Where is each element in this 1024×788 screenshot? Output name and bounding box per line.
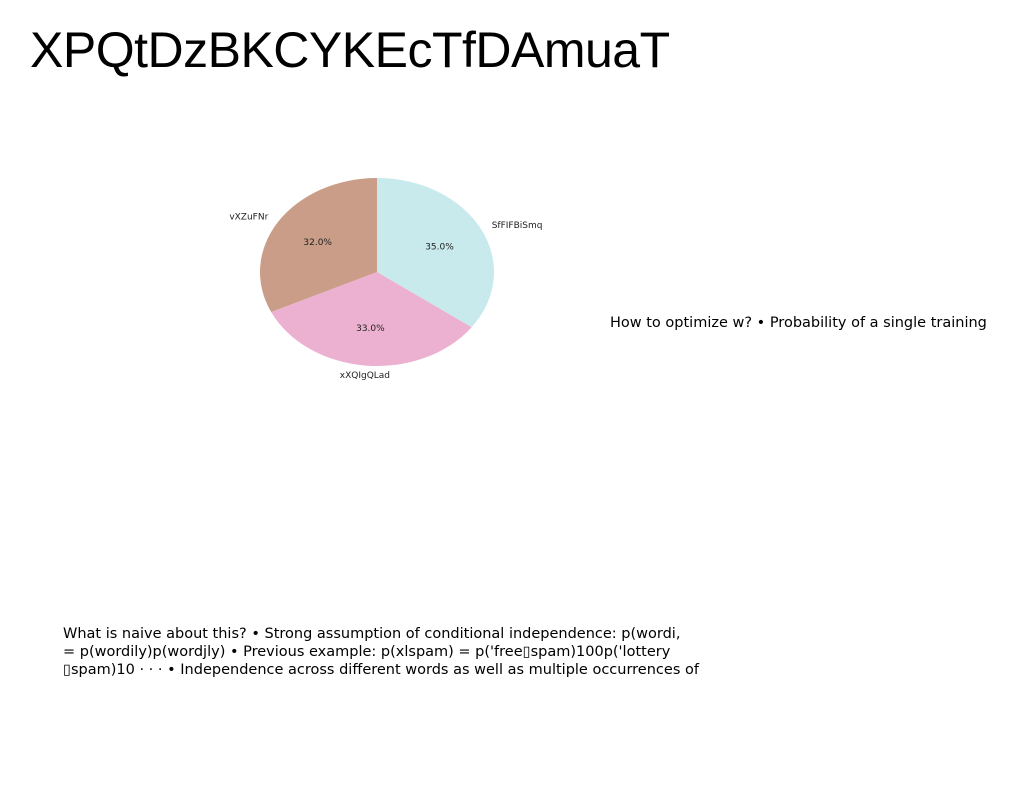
- pie-category-label-xxqigqlad: xXQIgQLad: [340, 371, 390, 381]
- body-line-2: = p(wordily)p(wordjly) • Previous exampl…: [63, 644, 671, 660]
- slide-title: XPQtDzBKCYKEcTfDAmuaT: [30, 22, 670, 78]
- pie-labels: 35.0% SfFIFBiSmq 33.0% xXQIgQLad 32.0% vXZuFN…: [229, 213, 542, 381]
- pie-chart: 35.0% SfFIFBiSmq 33.0% xXQIgQLad 32.0% vXZuFN…: [229, 178, 542, 381]
- pie-category-label-vxzufnr: vXZuFNr: [229, 213, 268, 223]
- pie-slice-xxqigqlad: [271, 272, 472, 366]
- pie-pct-label-sffifbismq: 35.0%: [425, 242, 454, 252]
- body-line-3: ▯spam)10 · · · • Independence across dif…: [63, 662, 699, 678]
- pie-category-label-sffifbismq: SfFIFBiSmq: [492, 221, 543, 231]
- body-line-1: What is naive about this? • Strong assum…: [63, 626, 681, 642]
- side-text: How to optimize w? • Probability of a si…: [610, 315, 987, 331]
- pie-slices: [260, 178, 494, 366]
- body-text: What is naive about this? • Strong assum…: [63, 625, 723, 679]
- pie-slice-sffifbismq: [377, 178, 494, 328]
- pie-pct-label-xxqigqlad: 33.0%: [356, 324, 385, 334]
- pie-slice-vxzufnr: [260, 178, 377, 313]
- pie-pct-label-vxzufnr: 32.0%: [303, 238, 332, 248]
